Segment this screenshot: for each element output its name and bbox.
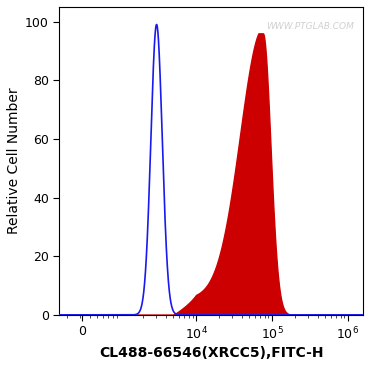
Text: WWW.PTGLAB.COM: WWW.PTGLAB.COM xyxy=(266,22,354,31)
Y-axis label: Relative Cell Number: Relative Cell Number xyxy=(7,88,21,234)
X-axis label: CL488-66546(XRCC5),FITC-H: CL488-66546(XRCC5),FITC-H xyxy=(99,346,323,360)
